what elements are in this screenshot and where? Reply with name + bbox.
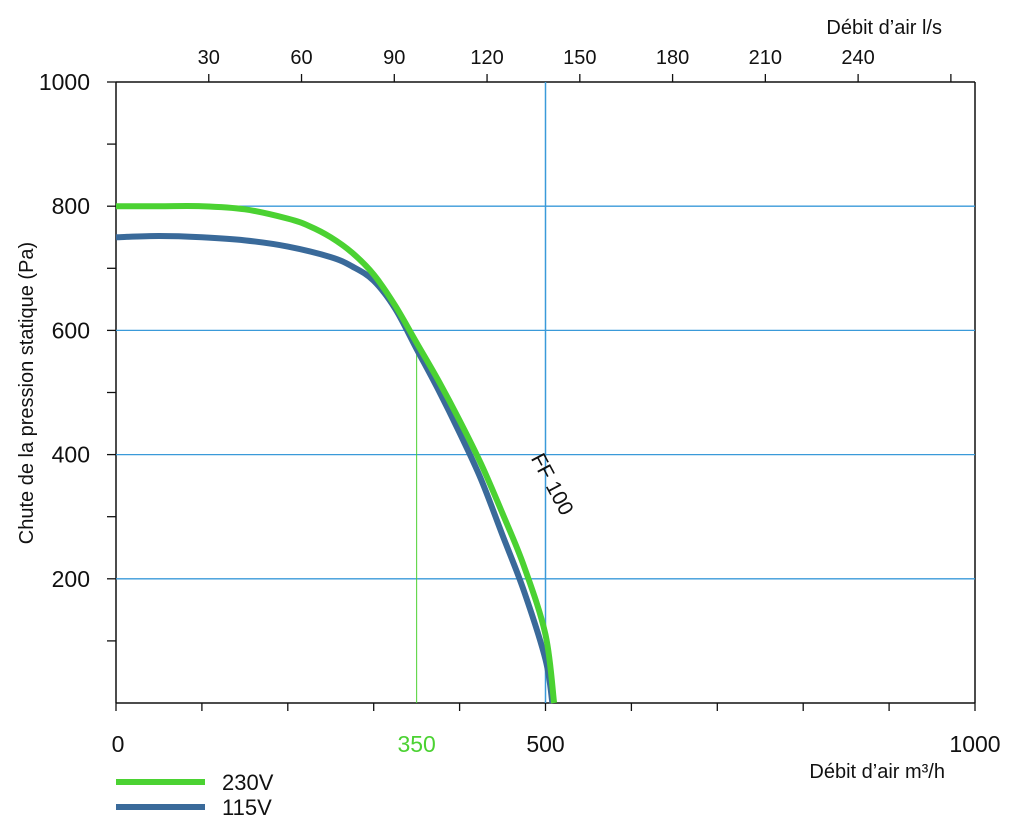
series-layer <box>115 202 558 704</box>
x-top-tick-label-60: 60 <box>290 47 312 69</box>
legend-label-230V: 230V <box>222 770 274 795</box>
ticks: 0 350 500 1000 30 60 90 120 150 180 210 240 200 400 60… <box>39 47 1001 757</box>
y-axis-title: Chute de la pression statique (Pa) <box>16 242 38 544</box>
x-top-tick-label-180: 180 <box>656 47 689 69</box>
y-tick-label-400: 400 <box>52 442 90 468</box>
y-tick-label-600: 600 <box>52 317 90 343</box>
x-top-tick-label-150: 150 <box>563 47 596 69</box>
x-top-tick-label-210: 210 <box>749 47 782 69</box>
y-tick-label-200: 200 <box>52 566 90 592</box>
series-line-115V <box>115 233 556 704</box>
x-bottom-tick-label-350: 350 <box>397 731 435 757</box>
x-bottom-axis-title: Débit d’air m³/h <box>809 761 945 783</box>
reference-lines <box>416 82 547 703</box>
legend-label-115V: 115V <box>222 795 272 820</box>
x-top-tick-label-120: 120 <box>470 47 503 69</box>
x-top-tick-label-240: 240 <box>841 47 874 69</box>
x-bottom-tick-label-0: 0 <box>112 731 125 757</box>
curve-annotation: FF 100 <box>526 450 578 520</box>
x-bottom-tick-label-1000: 1000 <box>949 731 1000 757</box>
x-top-axis-title: Débit d’air l/s <box>826 17 942 39</box>
x-bottom-tick-label-500: 500 <box>526 731 564 757</box>
y-tick-label-1000: 1000 <box>39 69 90 95</box>
series-line-230V <box>115 202 558 704</box>
labels: Débit d’air l/s Débit d’air m³/h Chute d… <box>16 17 945 783</box>
y-tick-label-800: 800 <box>52 193 90 219</box>
x-top-tick-label-30: 30 <box>198 47 220 69</box>
x-top-tick-label-90: 90 <box>383 47 405 69</box>
